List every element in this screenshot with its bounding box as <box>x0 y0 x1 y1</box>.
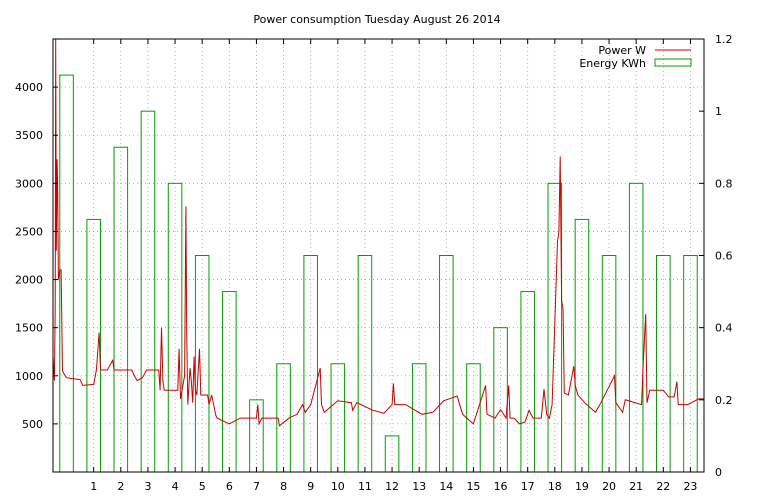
energy-bar <box>574 218 590 473</box>
y-left-tick-label: 3500 <box>15 129 43 142</box>
x-tick-label: 2 <box>117 480 124 493</box>
y-right-axis-ticks: 0 0.2 0.4 0.6 0.8 1 1.2 <box>699 33 733 479</box>
y-left-tick-label: 4000 <box>15 81 43 94</box>
x-tick-label: 19 <box>575 480 589 493</box>
y-left-tick-label: 2000 <box>15 274 43 287</box>
x-tick-label: 18 <box>548 480 562 493</box>
x-tick-label: 15 <box>466 480 480 493</box>
legend: Power W Energy KWh <box>579 44 692 70</box>
x-axis-ticks: 1 2 3 4 5 6 7 8 9 10 11 12 13 14 15 16 17 18 19 20 21 22 23 <box>90 39 697 493</box>
x-tick-label: 23 <box>683 480 697 493</box>
x-tick-label: 5 <box>199 480 206 493</box>
y-right-tick-label: 0.6 <box>715 250 733 263</box>
x-tick-label: 22 <box>656 480 670 493</box>
power-series <box>52 38 704 427</box>
energy-bar <box>520 291 535 473</box>
x-tick-label: 20 <box>602 480 616 493</box>
energy-bar <box>384 435 400 473</box>
x-tick-label: 16 <box>494 480 508 493</box>
energy-bars <box>59 74 698 473</box>
x-tick-label: 9 <box>307 480 314 493</box>
x-tick-label: 3 <box>144 480 151 493</box>
y-left-axis-ticks: 500 1000 1500 2000 2500 3000 3500 4000 <box>15 81 58 431</box>
x-tick-label: 13 <box>412 480 426 493</box>
x-tick-label: 8 <box>280 480 287 493</box>
chart-title: Power consumption Tuesday August 26 2014 <box>253 13 500 26</box>
y-right-tick-label: 1.2 <box>715 33 733 46</box>
x-tick-label: 7 <box>253 480 260 493</box>
legend-label-energy: Energy KWh <box>579 57 646 70</box>
y-right-tick-label: 1 <box>715 105 722 118</box>
y-right-tick-label: 0 <box>715 466 722 479</box>
x-tick-label: 14 <box>439 480 453 493</box>
legend-label-power: Power W <box>598 44 646 57</box>
energy-bar <box>222 291 237 473</box>
y-left-tick-label: 1500 <box>15 322 43 335</box>
y-right-tick-label: 0.2 <box>715 394 733 407</box>
y-left-tick-label: 3000 <box>15 177 43 190</box>
x-tick-label: 10 <box>331 480 345 493</box>
x-tick-label: 1 <box>90 480 97 493</box>
x-tick-label: 21 <box>629 480 643 493</box>
legend-swatch-energy <box>654 58 692 67</box>
power-line <box>52 38 704 427</box>
y-left-tick-label: 500 <box>22 418 43 431</box>
x-tick-label: 4 <box>172 480 179 493</box>
energy-bar <box>59 74 74 473</box>
x-tick-label: 17 <box>521 480 535 493</box>
x-tick-label: 6 <box>226 480 233 493</box>
y-right-tick-label: 0.8 <box>715 177 733 190</box>
y-left-tick-label: 2500 <box>15 225 43 238</box>
x-tick-label: 11 <box>358 480 372 493</box>
x-tick-label: 12 <box>385 480 399 493</box>
y-left-tick-label: 1000 <box>15 370 43 383</box>
y-right-tick-label: 0.4 <box>715 322 733 335</box>
